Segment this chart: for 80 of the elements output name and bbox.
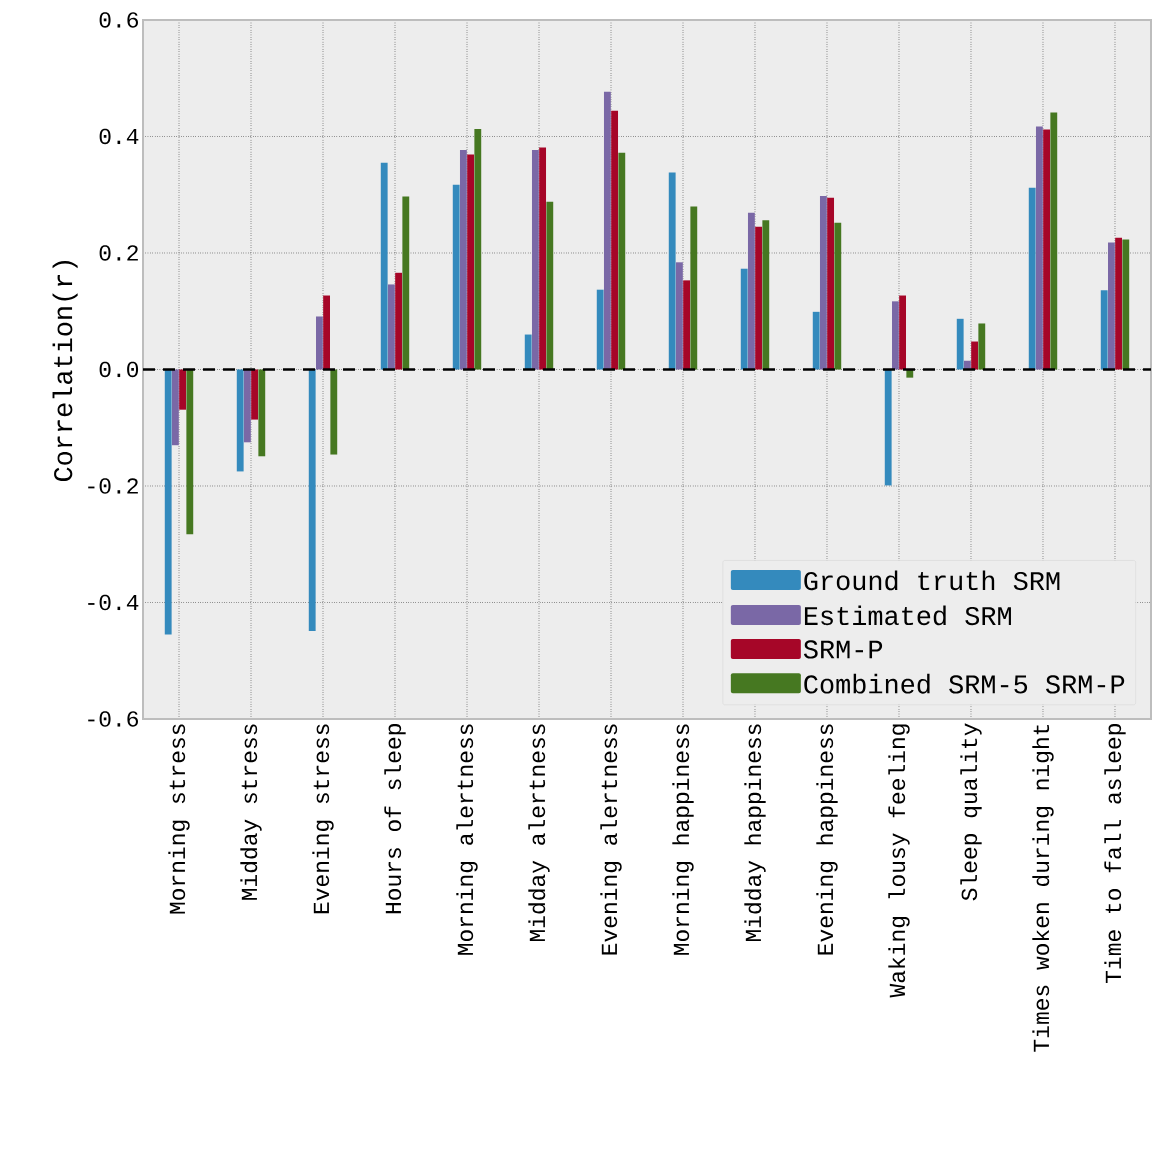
bar — [596, 289, 604, 370]
bar — [1028, 187, 1036, 370]
x-tick-label: Morning alertness — [456, 724, 478, 955]
bar — [186, 369, 194, 535]
x-tick-label: Sleep quality — [960, 723, 982, 901]
x-tick-label: Evening alertness — [600, 724, 622, 955]
bar — [251, 369, 259, 420]
bar — [618, 152, 626, 370]
bar — [1043, 129, 1051, 370]
bar — [884, 369, 892, 486]
bar — [1115, 237, 1123, 370]
bar — [956, 318, 964, 370]
bar — [467, 154, 475, 370]
legend-label: Ground truth SRM — [804, 570, 1060, 591]
bar — [330, 369, 338, 455]
y-tick-label: 0.0 — [99, 361, 139, 378]
bar — [258, 369, 266, 457]
bar — [603, 91, 611, 370]
bar — [1035, 126, 1043, 370]
x-tick-label: Midday happiness — [744, 724, 766, 942]
bar — [812, 311, 820, 370]
bar — [675, 262, 683, 370]
y-tick-label: -0.4 — [88, 594, 139, 611]
bar — [315, 316, 323, 370]
bar — [668, 172, 676, 370]
legend-label: SRM-P — [803, 640, 883, 659]
bar — [1050, 112, 1058, 370]
bar — [179, 369, 187, 410]
bar — [740, 268, 748, 370]
x-tick-label: Morning stress — [168, 724, 190, 914]
bar — [747, 212, 755, 370]
x-tick-label: Morning happiness — [672, 724, 694, 955]
bar — [546, 201, 554, 370]
bar — [243, 369, 251, 443]
bar — [755, 226, 763, 370]
bar — [459, 149, 467, 370]
x-tick-label: Evening happiness — [816, 724, 838, 955]
bar — [891, 301, 899, 370]
bar — [834, 222, 842, 370]
y-tick-label: 0.4 — [99, 128, 139, 145]
bar — [308, 369, 316, 632]
x-tick-label: Times woken during night — [1032, 724, 1054, 1052]
bar — [690, 206, 698, 370]
bar — [539, 147, 547, 370]
y-tick-label: 0.6 — [99, 12, 138, 28]
bar — [387, 284, 395, 370]
bar — [452, 184, 460, 370]
x-tick-label: Time to fall asleep — [1104, 724, 1126, 983]
bar — [978, 323, 986, 370]
bar — [1107, 242, 1115, 370]
bar — [402, 196, 410, 370]
legend-label: Combined SRM-5 SRM-P — [804, 673, 1125, 694]
bar — [827, 197, 835, 370]
x-tick-label: Waking lousy feeling — [888, 724, 910, 998]
bar — [683, 280, 691, 370]
legend-label: Estimated SRM — [804, 605, 1011, 626]
x-tick-label: Evening stress — [312, 724, 334, 914]
bar — [474, 128, 482, 370]
bar — [971, 341, 979, 370]
y-tick-label: 0.2 — [99, 245, 138, 261]
x-tick-label: Midday alertness — [528, 724, 550, 942]
bar — [899, 295, 907, 370]
bar — [236, 369, 244, 472]
y-tick-label: -0.2 — [88, 478, 138, 494]
y-axis-title: Correlation(r) — [52, 261, 78, 481]
bar — [762, 220, 770, 370]
bar — [1100, 290, 1108, 370]
bar — [380, 162, 388, 370]
bar — [323, 295, 331, 370]
bar — [171, 369, 179, 446]
bar — [531, 149, 539, 370]
x-tick-label: Hours of sleep — [384, 724, 406, 914]
bar — [164, 369, 172, 635]
bar — [524, 334, 532, 370]
bar — [1122, 239, 1130, 370]
bar — [395, 272, 403, 370]
x-tick-label: Midday stress — [240, 724, 262, 900]
bar — [611, 110, 619, 370]
y-tick-label: -0.6 — [88, 711, 138, 727]
bar — [819, 195, 827, 370]
